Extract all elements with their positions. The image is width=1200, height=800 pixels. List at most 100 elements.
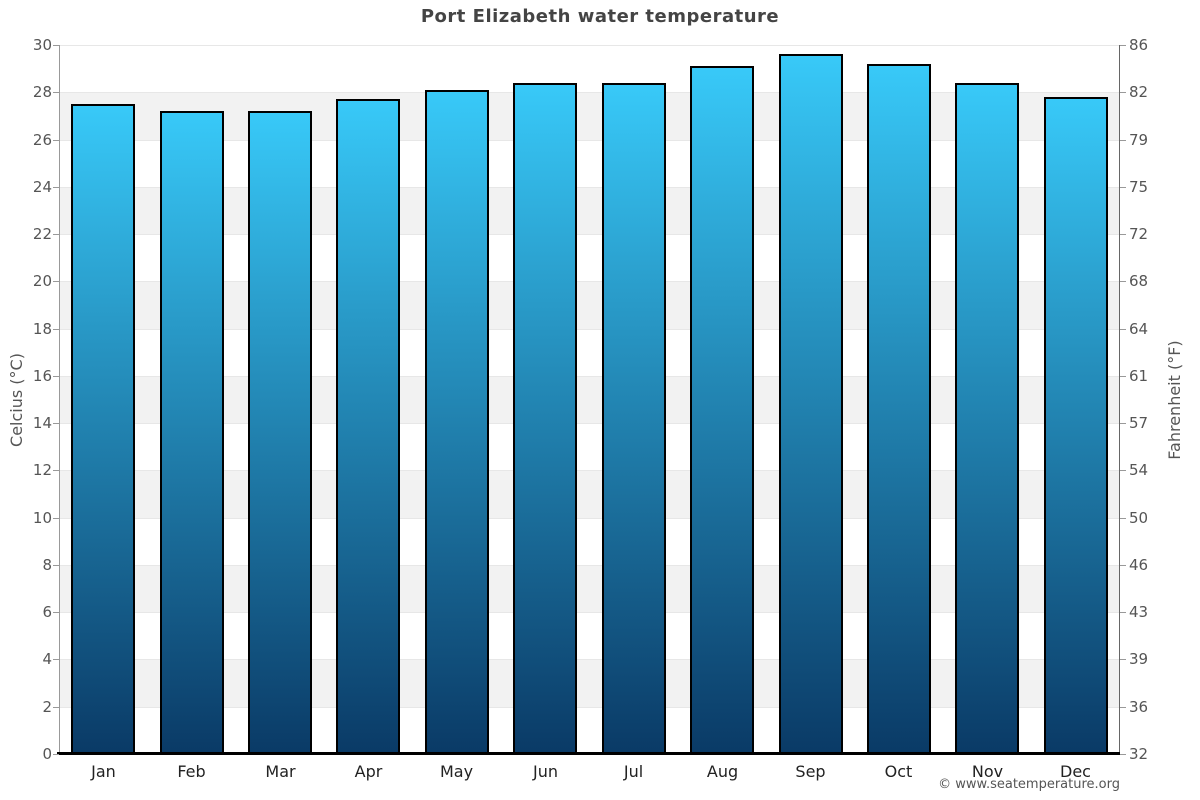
x-tick-label-jan: Jan [91,762,116,781]
y-tickmark-left [53,518,59,519]
gridline [59,518,1120,519]
y-tickmark-left [53,612,59,613]
y-tickmark-left [53,754,59,755]
y-tickmark-right [1120,329,1126,330]
y-tick-label-right: 68 [1129,272,1149,291]
bar-may [425,90,489,754]
x-tick-label-nov: Nov [971,762,1004,781]
y-tickmark-left [53,140,59,141]
y-tick-label-left: 6 [42,603,52,622]
y-tickmark-left [53,281,59,282]
grid-band [59,375,1120,424]
y-tickmark-right [1120,187,1126,188]
y-tick-label-right: 54 [1129,461,1149,480]
y-axis-line-right [1119,45,1120,754]
bar-feb [160,111,224,754]
x-tick-label-may: May [439,762,474,781]
y-tickmark-right [1120,92,1126,93]
bar-dec [1044,97,1108,754]
grid-band [59,92,1120,140]
y-tick-label-left: 14 [32,414,52,433]
grid-band [59,281,1120,329]
y-tickmark-right [1120,45,1126,46]
x-tick-label-sep: Sep [795,762,826,781]
y-tick-label-right: 61 [1129,366,1149,385]
gridline [59,234,1120,235]
y-tick-label-left: 16 [32,366,52,385]
gridline [59,612,1120,613]
y-tickmark-right [1120,565,1126,566]
y-tickmark-right [1120,281,1126,282]
y-tick-label-left: 2 [42,697,52,716]
y-tick-label-right: 82 [1129,83,1149,102]
bar-aug [690,66,754,754]
bar-apr [336,99,400,754]
bar-jun [513,83,577,754]
y-tick-label-left: 8 [42,555,52,574]
grid-band [59,470,1120,518]
y-tickmark-left [53,376,59,377]
gridline [59,376,1120,377]
y-tickmark-left [53,92,59,93]
y-tick-label-left: 4 [42,650,52,669]
y-tick-label-left: 18 [32,319,52,338]
grid-band [59,186,1120,235]
x-axis-baseline [57,752,1120,755]
bar-jan [71,104,135,754]
gridline [59,565,1120,566]
gridline [59,659,1120,660]
y-tick-label-right: 79 [1129,130,1149,149]
y-tickmark-right [1120,234,1126,235]
y-tickmark-right [1120,659,1126,660]
x-tick-label-mar: Mar [265,762,296,781]
y-tick-label-right: 72 [1129,225,1149,244]
gridline [59,92,1120,93]
y-tick-label-left: 12 [32,461,52,480]
gridline [59,329,1120,330]
y-tickmark-right [1120,470,1126,471]
gridline [59,281,1120,282]
x-tick-label-oct: Oct [884,762,913,781]
y-tick-label-right: 43 [1129,603,1149,622]
y-tickmark-left [53,234,59,235]
y-tickmark-left [53,329,59,330]
y-tick-label-right: 32 [1129,745,1149,763]
x-tick-label-aug: Aug [706,762,739,781]
y-tickmark-right [1120,612,1126,613]
y-tick-label-right: 46 [1129,555,1149,574]
y-tickmark-left [53,470,59,471]
y-tick-label-right: 75 [1129,177,1149,196]
gridline [59,140,1120,141]
y-tickmark-right [1120,140,1126,141]
y-tickmark-left [53,187,59,188]
gridline [59,470,1120,471]
grid-band [59,659,1120,707]
x-tick-label-jul: Jul [623,762,644,781]
copyright-footer: © www.seatemperature.org [938,777,1120,792]
x-tick-label-dec: Dec [1060,762,1091,781]
plot-area [57,45,1120,755]
chart-title: Port Elizabeth water temperature [420,6,780,27]
x-tick-label-apr: Apr [354,762,383,781]
y-tick-label-right: 57 [1129,414,1149,433]
grid-band [59,564,1120,613]
y-tick-label-right: 64 [1129,319,1149,338]
y-tickmark-left [53,423,59,424]
y-tick-label-left: 0 [42,745,52,763]
bar-jul [602,83,666,754]
bar-mar [248,111,312,754]
y-tick-label-left: 30 [32,36,52,54]
gridline [59,423,1120,424]
gridline [59,707,1120,708]
y-tickmark-left [53,45,59,46]
y-tick-label-left: 24 [32,177,52,196]
y-tick-label-left: 20 [32,272,52,291]
y-tick-label-left: 10 [32,508,52,527]
x-tick-label-feb: Feb [177,762,206,781]
bar-oct [867,64,931,754]
y-tick-label-left: 22 [32,225,52,244]
y-tick-label-right: 50 [1129,508,1149,527]
y-tickmark-right [1120,754,1126,755]
x-tick-label-jun: Jun [533,762,558,781]
